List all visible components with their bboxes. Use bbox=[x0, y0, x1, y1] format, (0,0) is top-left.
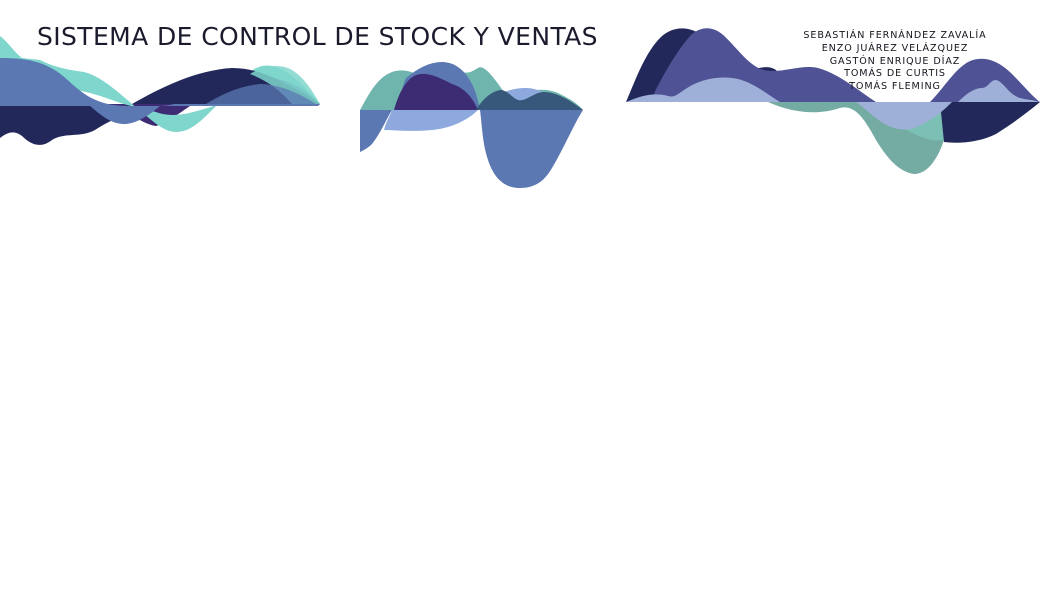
middle-wave-indigo bbox=[394, 73, 478, 110]
decorative-wave-graphics bbox=[0, 28, 1040, 188]
right-wave-navy-low bbox=[940, 102, 1040, 143]
right-wave-violet-right bbox=[930, 58, 1040, 102]
author-name: ENZO JUÁREZ VELÁZQUEZ bbox=[821, 42, 969, 54]
middle-wave-steel-left bbox=[360, 110, 392, 152]
author-name: SEBASTIÁN FERNÁNDEZ ZAVALÍA bbox=[803, 30, 987, 41]
author-name: TOMÁS DE CURTIS bbox=[844, 68, 946, 80]
author-list: SEBASTIÁN FERNÁNDEZ ZAVALÍA ENZO JUÁREZ … bbox=[780, 30, 1010, 94]
left-wave-cluster bbox=[0, 36, 320, 145]
middle-wave-periwinkle bbox=[384, 110, 478, 131]
right-wave-cluster bbox=[626, 28, 1040, 174]
author-name: TOMÁS FLEMING bbox=[849, 81, 941, 93]
right-wave-lilac-right bbox=[958, 80, 1040, 102]
left-wave-navy bbox=[0, 104, 320, 145]
middle-wave-steel-drop bbox=[480, 110, 583, 188]
left-wave-aqua-crest bbox=[250, 66, 320, 104]
middle-wave-cluster bbox=[360, 62, 583, 188]
middle-wave-slate bbox=[476, 90, 583, 110]
right-wave-lilac-trough bbox=[856, 102, 952, 130]
left-wave-blend bbox=[206, 84, 316, 104]
author-name: GASTÓN ENRIQUE DÍAZ bbox=[829, 55, 961, 67]
right-wave-lilac-base bbox=[626, 77, 780, 102]
header-banner: SISTEMA DE CONTROL DE STOCK Y VENTAS SEB… bbox=[0, 0, 1040, 200]
page-title: SISTEMA DE CONTROL DE STOCK Y VENTAS bbox=[37, 22, 598, 51]
